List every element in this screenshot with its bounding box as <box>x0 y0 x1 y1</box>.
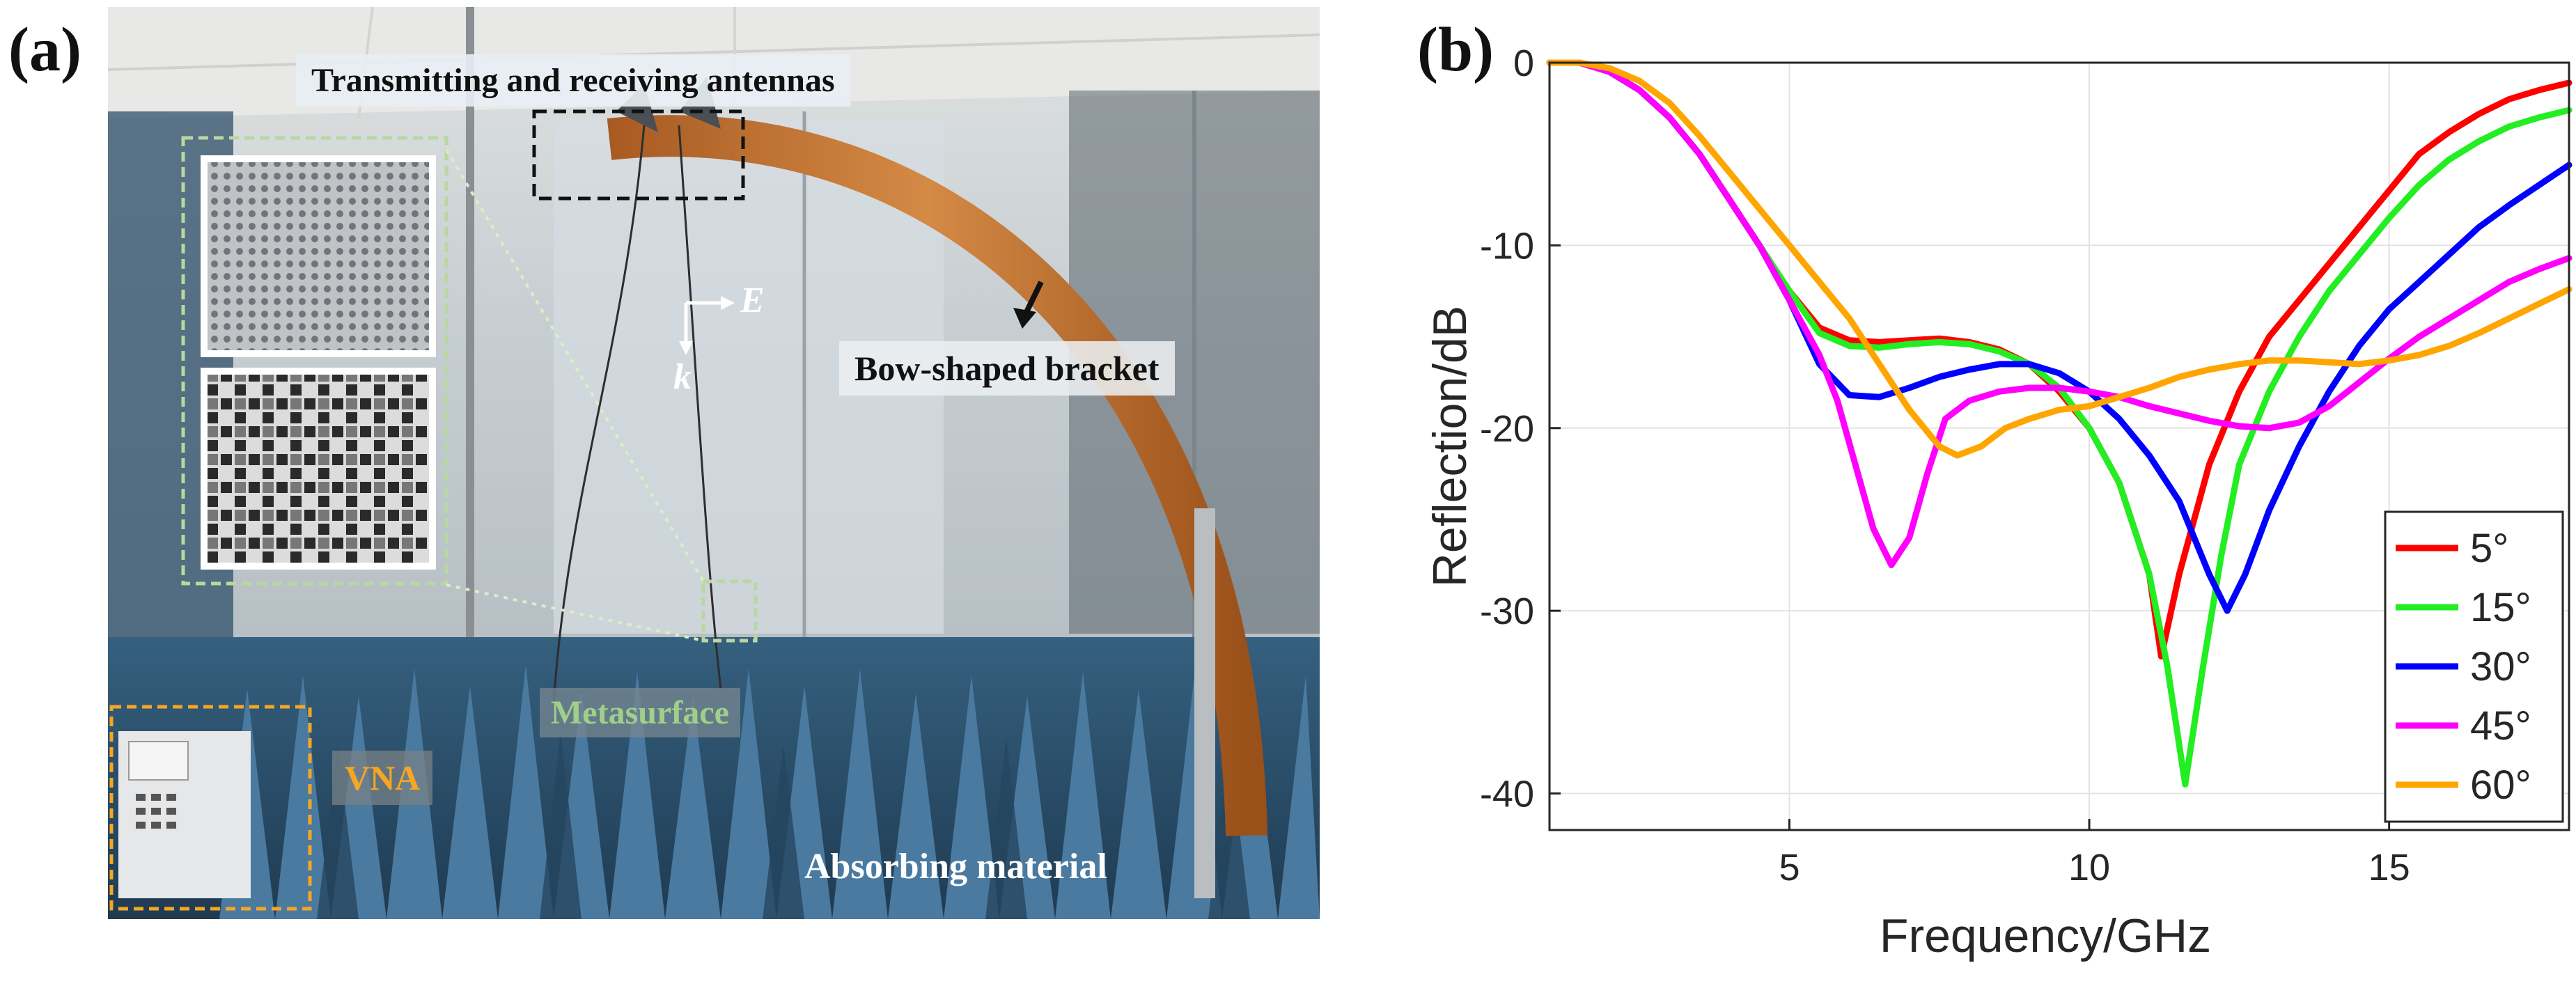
metasurface-bottom-inset <box>208 375 429 563</box>
bracket-pointer-line <box>1023 281 1044 315</box>
reflection-chart: 5 10 15 0 -10 -20 -30 -40 Frequency/GHz Reflectio… <box>1414 0 2576 983</box>
axes-box <box>1548 61 2570 831</box>
metasurface-box <box>701 579 758 643</box>
y-tick-label: -20 <box>1480 408 1534 450</box>
antenna-box <box>532 109 745 201</box>
bracket-post <box>1194 508 1215 898</box>
legend-label-5: 60° <box>2470 762 2531 808</box>
antennas-callout: Transmitting and receiving antennas <box>296 54 850 107</box>
bracket-callout: Bow-shaped bracket <box>839 341 1175 396</box>
field-arrows <box>679 296 735 355</box>
y-tick-label: -30 <box>1480 590 1534 632</box>
experiment-photo: Transmitting and receiving antennas Bow-… <box>108 7 1320 919</box>
y-axis-label: Reflection/dB <box>1423 306 1476 587</box>
panel-b-label: (b) <box>1417 15 1494 84</box>
y-tick-label: -40 <box>1480 774 1534 815</box>
legend-label-2: 15° <box>2470 585 2531 630</box>
metasurface-top-inset <box>208 162 429 350</box>
x-tick-label: 5 <box>1779 847 1800 889</box>
x-axis-label: Frequency/GHz <box>1880 909 2211 962</box>
e-field-label: E <box>740 281 765 320</box>
x-tick-label: 15 <box>2368 847 2410 889</box>
legend-label-1: 5° <box>2470 526 2508 571</box>
photo-scene <box>108 7 1320 919</box>
bracket-pointer-head <box>1013 308 1036 329</box>
k-vector-label: k <box>673 357 692 397</box>
bow-bracket <box>607 115 1267 836</box>
inset-frame <box>181 136 448 586</box>
panel-a-label: (a) <box>8 15 81 84</box>
vna-callout: VNA <box>332 751 433 805</box>
y-tick-label: 0 <box>1513 42 1534 84</box>
vna-box <box>109 705 312 911</box>
absorbing-callout: Absorbing material <box>804 847 1107 886</box>
legend-label-3: 30° <box>2470 644 2531 689</box>
x-tick-label: 10 <box>2068 847 2110 889</box>
y-tick-label: -10 <box>1480 225 1534 267</box>
chart-svg: 5 10 15 0 -10 -20 -30 -40 Frequency/GHz Reflectio… <box>1423 42 2573 962</box>
legend-label-4: 45° <box>2470 703 2531 749</box>
series-line-5 <box>1546 59 2573 459</box>
metasurface-callout: Metasurface <box>540 688 740 737</box>
